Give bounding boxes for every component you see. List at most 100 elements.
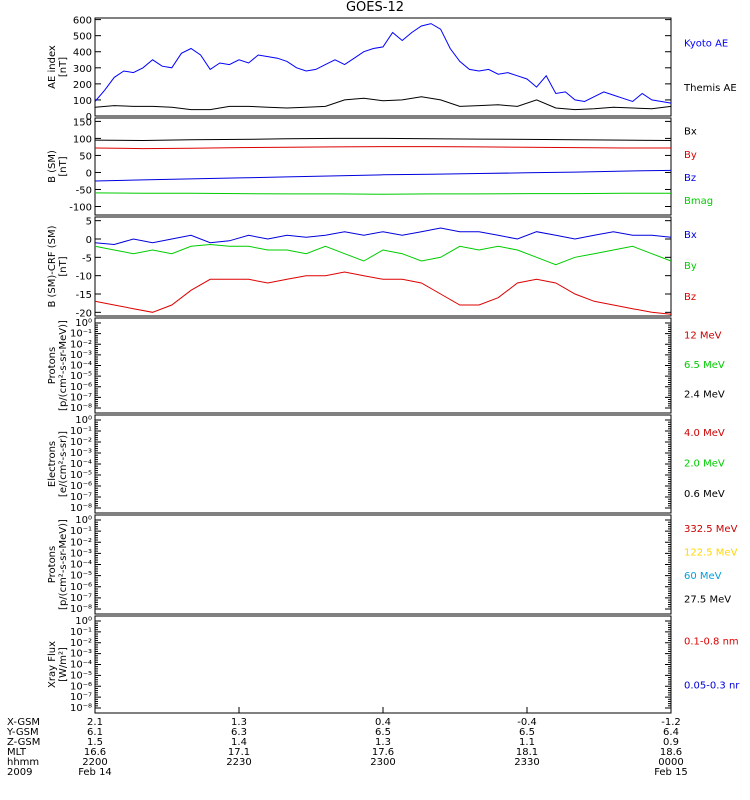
x-row-value: 1.3 — [375, 737, 391, 748]
panel-frame — [94, 17, 672, 117]
x-row-value: Feb 14 — [78, 767, 112, 778]
y-tick-label: 5 — [86, 217, 92, 228]
series-line-bz — [94, 271, 672, 315]
y-tick-label: 10⁻⁴ — [70, 660, 92, 671]
x-row-value: 16.6 — [84, 747, 106, 758]
series-line-by — [94, 146, 671, 150]
y-tick-label: 10⁻³ — [70, 548, 92, 559]
y-tick-label: 10⁻⁵ — [70, 470, 92, 481]
x-axis-ephemeris: X-GSM 2.1 1.3 0.4 -0.4 -1.2 Y-GSM 6.1 6.3 6.5 6.5 6… — [6, 717, 688, 778]
y-tick-label: 100 — [73, 134, 92, 145]
y-tick-label: 0 — [86, 112, 92, 123]
y-axis-label-line: Protons — [47, 546, 58, 583]
y-tick-label: 500 — [73, 32, 92, 43]
y-tick-label: 10⁻¹ — [70, 627, 92, 638]
x-row-value: 18.1 — [516, 747, 538, 758]
panel-3: -20 -15 -10 -5 0 5 B (SM)-CRF (SM)[nT] Bx By Bz — [47, 216, 697, 319]
x-row-value: 6.3 — [231, 727, 247, 738]
y-axis-label-line: B (SM) — [47, 150, 58, 183]
legend-60-mev: 60 MeV — [684, 571, 722, 582]
y-tick-label: 10⁻⁵ — [70, 571, 92, 582]
y-tick-label: 10⁻⁴ — [70, 459, 92, 470]
legend-themis-ae: Themis AE — [683, 83, 737, 94]
panel-frame — [94, 117, 672, 216]
chart-title: GOES-12 — [345, 0, 404, 15]
y-tick-label: 10⁻⁴ — [70, 560, 92, 571]
y-tick-label: 150 — [73, 117, 92, 128]
panel-frame — [94, 514, 672, 615]
x-row-value: 18.6 — [660, 747, 682, 758]
legend-2-0-mev: 2.0 MeV — [684, 458, 725, 469]
series-line-by — [94, 243, 672, 266]
series-line-themis-ae — [94, 96, 672, 111]
y-tick-label: -20 — [76, 308, 92, 319]
y-tick-label: 10⁻⁶ — [70, 481, 92, 492]
x-row-value: 6.1 — [87, 727, 103, 738]
y-tick-label: 10⁻¹ — [70, 329, 92, 340]
y-tick-label: 400 — [73, 48, 92, 59]
x-row-label: 2009 — [7, 767, 32, 778]
y-axis-label-line: Electrons — [47, 441, 58, 487]
y-axis-label: Protons[p/(cm²-s-sr-MeV)] — [47, 519, 69, 610]
x-row-value: 2.1 — [87, 717, 103, 728]
x-row-value: 6.4 — [663, 727, 679, 738]
y-axis-label: Electrons[e/(cm²-s-sr)] — [47, 431, 69, 497]
y-tick-label: 10⁻⁷ — [70, 492, 92, 503]
x-row-value: 0.9 — [663, 737, 679, 748]
panel-frame — [94, 317, 672, 414]
y-tick-label: 10⁻⁸ — [70, 604, 92, 615]
y-tick-label: 10⁻³ — [70, 350, 92, 361]
x-row-value: -1.2 — [661, 717, 681, 728]
y-axis-label: Protons[p/(cm²-s-sr-MeV)] — [47, 320, 69, 411]
legend-bmag: Bmag — [684, 196, 713, 207]
x-row-value: 1.1 — [519, 737, 535, 748]
legend-bz: Bz — [684, 173, 696, 184]
panel-frame — [94, 216, 672, 317]
y-tick-label: 200 — [73, 80, 92, 91]
y-tick-label: 10⁻⁸ — [70, 403, 92, 414]
x-row-value: 2300 — [370, 757, 395, 768]
y-axis-label: B (SM)-CRF (SM)[nT] — [47, 225, 69, 307]
y-tick-label: 10⁰ — [75, 515, 92, 526]
legend-0-6-mev: 0.6 MeV — [684, 489, 725, 500]
y-axis-label-line: Protons — [47, 347, 58, 384]
y-axis-label-line: [nT] — [58, 256, 69, 276]
y-axis-label-line: B (SM)-CRF (SM) — [47, 225, 58, 307]
x-row-value: 1.4 — [231, 737, 247, 748]
y-axis-label-line: [p/(cm²-s-sr-MeV)] — [58, 320, 69, 411]
legend-122-5-mev: 122.5 MeV — [684, 548, 738, 559]
y-tick-label: 0 — [86, 168, 92, 179]
legend-bx: Bx — [684, 127, 697, 138]
y-axis-label: B (SM)[nT] — [47, 150, 69, 183]
y-tick-label: 10⁻⁷ — [70, 593, 92, 604]
x-row-label: MLT — [7, 747, 27, 758]
y-tick-label: 10⁻⁵ — [70, 371, 92, 382]
y-tick-label: -100 — [69, 202, 92, 213]
y-tick-label: 50 — [79, 151, 92, 162]
x-row-label: hhmm — [7, 757, 39, 768]
y-tick-label: -15 — [76, 290, 92, 301]
x-row-value: 0000 — [658, 757, 683, 768]
x-row-value: 17.1 — [228, 747, 250, 758]
y-axis-label-line: [nT] — [58, 57, 69, 77]
x-row-value: 1.5 — [87, 737, 103, 748]
y-tick-label: 10⁰ — [75, 616, 92, 627]
series-line-bz — [94, 169, 672, 182]
y-axis-label-line: Xray Flux — [47, 641, 58, 688]
y-axis-label-line: [nT] — [58, 156, 69, 176]
legend-4-0-mev: 4.0 MeV — [684, 428, 725, 439]
y-tick-label: 10⁻⁷ — [70, 392, 92, 403]
x-row-label: Z-GSM — [7, 737, 40, 748]
x-row-value: 0.4 — [375, 717, 391, 728]
series-line-bmag — [94, 192, 671, 195]
y-tick-label: 10⁻⁸ — [70, 703, 92, 714]
y-tick-label: 100 — [73, 96, 92, 107]
y-axis-label-line: [e/(cm²-s-sr)] — [58, 431, 69, 497]
y-tick-label: -10 — [76, 272, 92, 283]
y-tick-label: 10⁻² — [70, 537, 92, 548]
y-tick-label: 10⁻⁵ — [70, 670, 92, 681]
y-tick-label: 10⁻¹ — [70, 526, 92, 537]
